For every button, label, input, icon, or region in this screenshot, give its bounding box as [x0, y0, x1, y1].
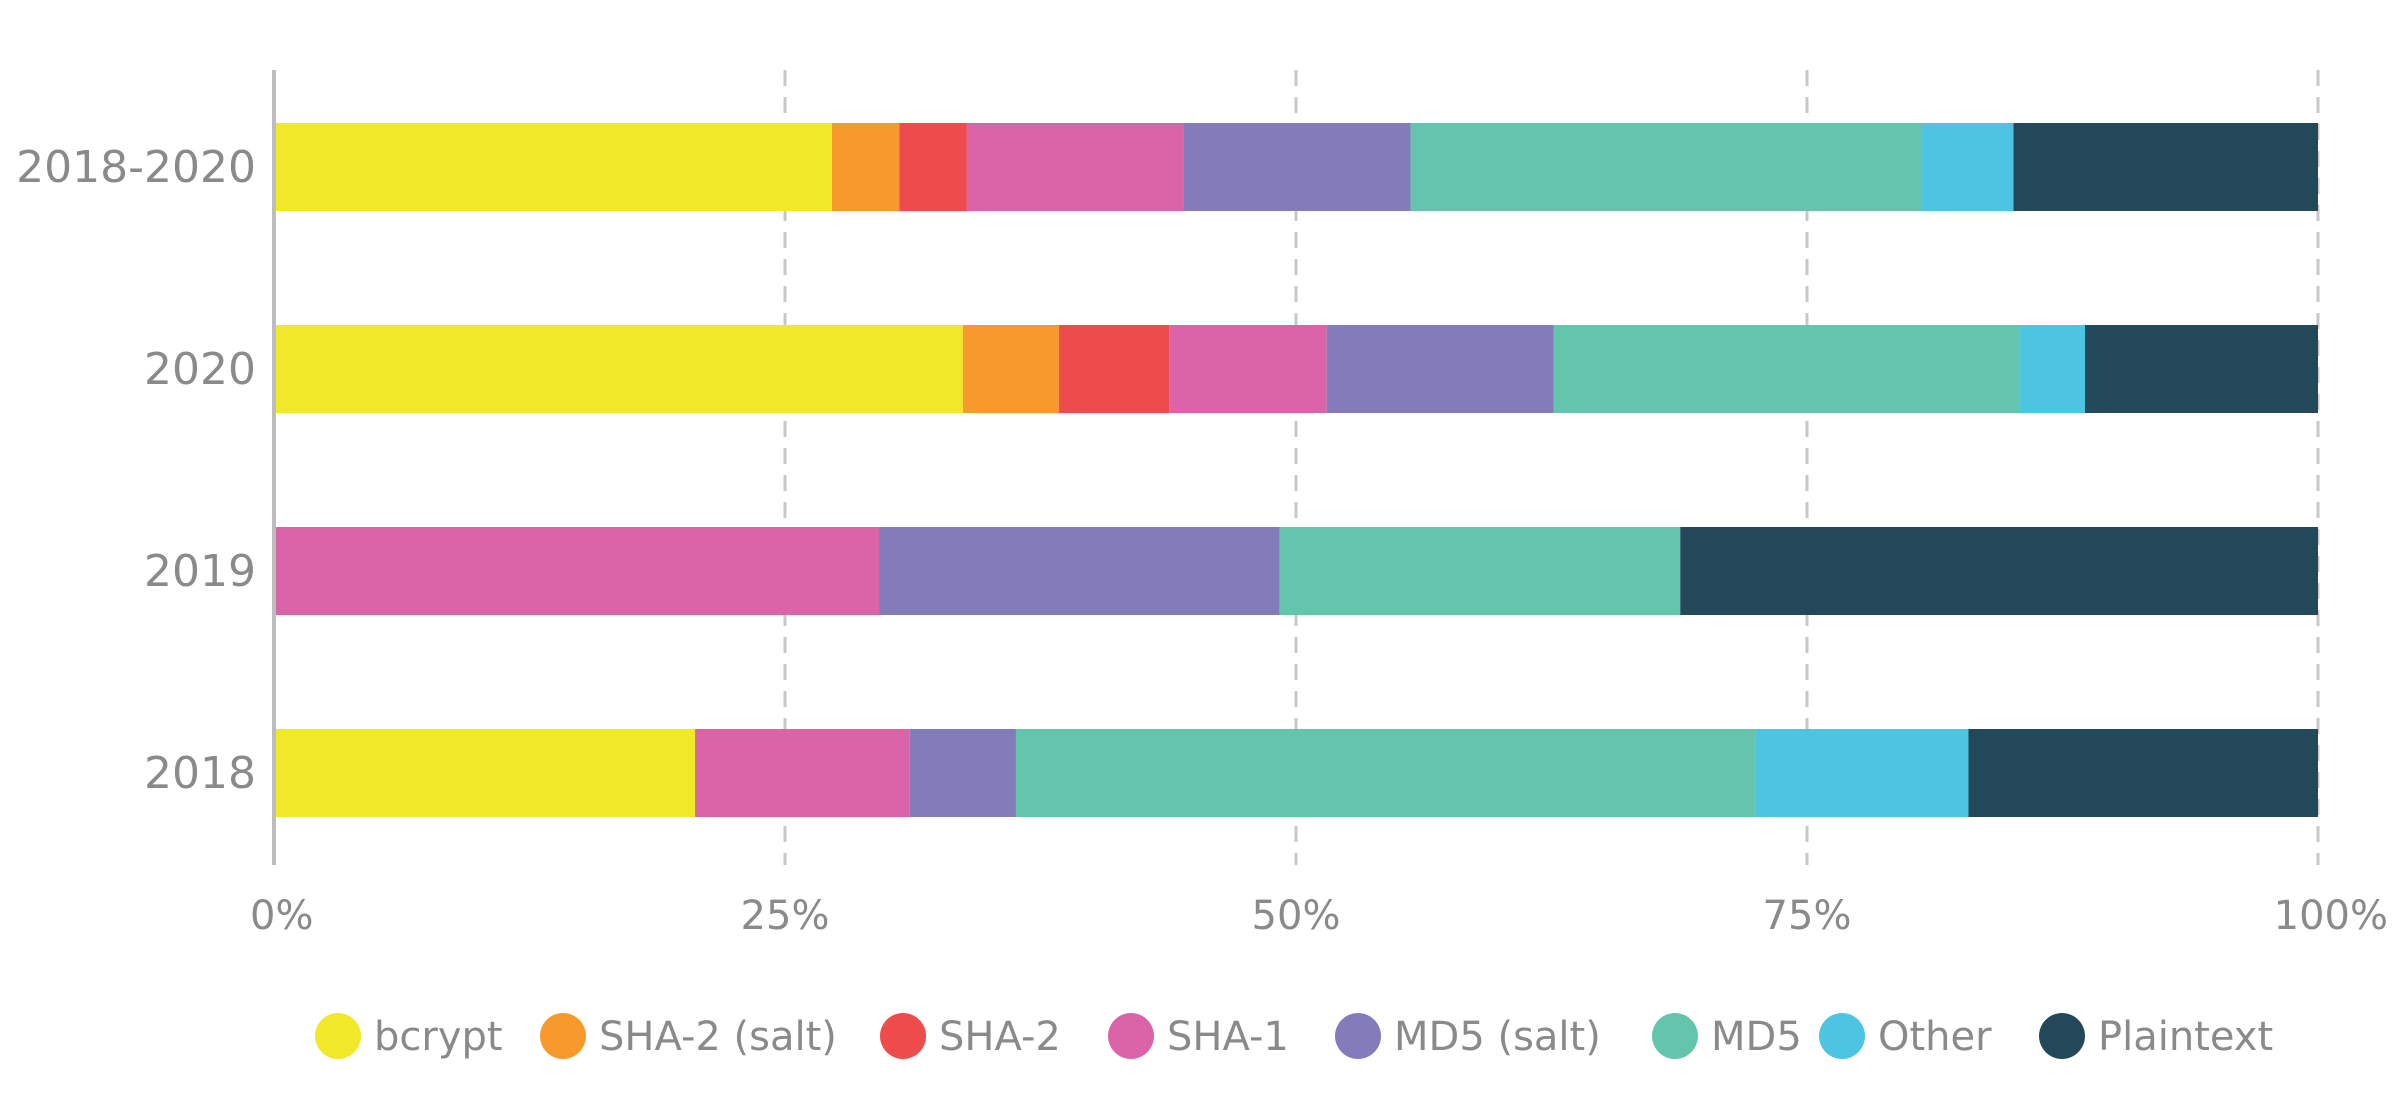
bar-segment	[1755, 729, 1969, 817]
bar-segment	[879, 527, 1280, 615]
bar-segment	[274, 729, 696, 817]
legend-swatch	[315, 1013, 361, 1059]
bar-segment	[1410, 123, 1922, 211]
bar-segment	[1326, 325, 1554, 413]
category-label: 2018	[144, 748, 256, 799]
legend-label: SHA-2	[939, 1014, 1061, 1060]
legend-swatch	[1335, 1013, 1381, 1059]
bar-segment	[2019, 325, 2085, 413]
bar-segment	[966, 123, 1184, 211]
legend-swatch	[880, 1013, 926, 1059]
x-tick-label: 0%	[250, 893, 313, 939]
legend-swatch	[1652, 1013, 1698, 1059]
legend-swatch	[1819, 1013, 1865, 1059]
legend-label: MD5 (salt)	[1394, 1014, 1601, 1060]
legend-label: SHA-1	[1167, 1014, 1289, 1060]
legend-label: SHA-2 (salt)	[599, 1014, 837, 1060]
bar-segment	[1968, 729, 2318, 817]
bar-segment	[274, 325, 963, 413]
category-labels: 2018-2020 2020 2019 2018	[16, 142, 256, 799]
bar-segment	[2084, 325, 2318, 413]
bar-segment	[1015, 729, 1756, 817]
category-label: 2019	[144, 546, 256, 597]
legend-label: Plaintext	[2098, 1014, 2273, 1060]
bar-segment	[909, 729, 1016, 817]
legend: bcrypt SHA-2 (salt) SHA-2 SHA-1 MD5 (salt) MD…	[315, 1013, 2273, 1060]
legend-swatch	[2039, 1013, 2085, 1059]
bar-segment	[1553, 325, 2020, 413]
bar-segment	[274, 123, 833, 211]
x-tick-label: 75%	[1763, 893, 1852, 939]
x-tick-label: 25%	[741, 893, 830, 939]
x-tick-label: 100%	[2274, 893, 2388, 939]
category-label: 2018-2020	[16, 142, 256, 193]
legend-label: MD5	[1711, 1014, 1802, 1060]
legend-label: Other	[1878, 1014, 1992, 1060]
bar-segment	[695, 729, 910, 817]
bar-segment	[1183, 123, 1411, 211]
legend-swatch	[540, 1013, 586, 1059]
legend-label: bcrypt	[374, 1014, 503, 1060]
bar-segment	[899, 123, 967, 211]
bar-segment	[1921, 123, 2014, 211]
bar-segment	[1169, 325, 1327, 413]
category-label: 2020	[144, 344, 256, 395]
bar-segment	[2013, 123, 2318, 211]
bars	[274, 123, 2318, 817]
x-tick-labels: 0% 25% 50% 75% 100%	[250, 893, 2388, 939]
bar-segment	[1058, 325, 1170, 413]
bar-segment	[1279, 527, 1681, 615]
bar-segment	[1680, 527, 2318, 615]
bar-segment	[832, 123, 900, 211]
bar-segment	[962, 325, 1059, 413]
legend-swatch	[1108, 1013, 1154, 1059]
bar-segment	[274, 527, 880, 615]
x-tick-label: 50%	[1252, 893, 1341, 939]
